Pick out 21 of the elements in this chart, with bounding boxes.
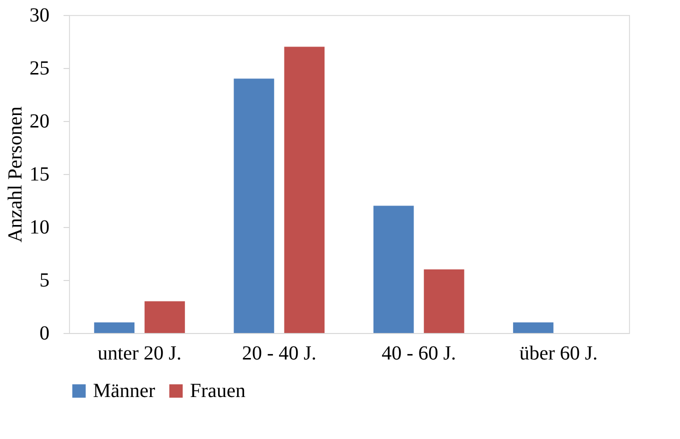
bar bbox=[284, 46, 325, 333]
y-tick-label: 10 bbox=[30, 216, 50, 238]
y-tick-label: 25 bbox=[30, 58, 50, 80]
y-tick-label: 20 bbox=[30, 110, 50, 132]
bar bbox=[234, 78, 274, 333]
x-tick-label: unter 20 J. bbox=[98, 342, 182, 364]
y-axis-title: Anzahl Personen bbox=[4, 106, 26, 243]
x-tick-label: über 60 J. bbox=[519, 342, 598, 364]
bar bbox=[424, 269, 464, 333]
y-tick-label: 30 bbox=[30, 4, 50, 26]
legend-label: Männer bbox=[93, 380, 156, 402]
bar bbox=[94, 322, 134, 333]
y-tick-label: 0 bbox=[40, 322, 50, 344]
bar bbox=[513, 322, 554, 333]
y-tick-label: 5 bbox=[40, 270, 50, 292]
x-tick-label: 20 - 40 J. bbox=[242, 342, 316, 364]
bar bbox=[373, 206, 414, 333]
x-tick-label: 40 - 60 J. bbox=[382, 342, 456, 364]
legend-label: Frauen bbox=[190, 380, 246, 402]
y-tick-label: 15 bbox=[30, 164, 50, 186]
bar bbox=[144, 301, 185, 333]
